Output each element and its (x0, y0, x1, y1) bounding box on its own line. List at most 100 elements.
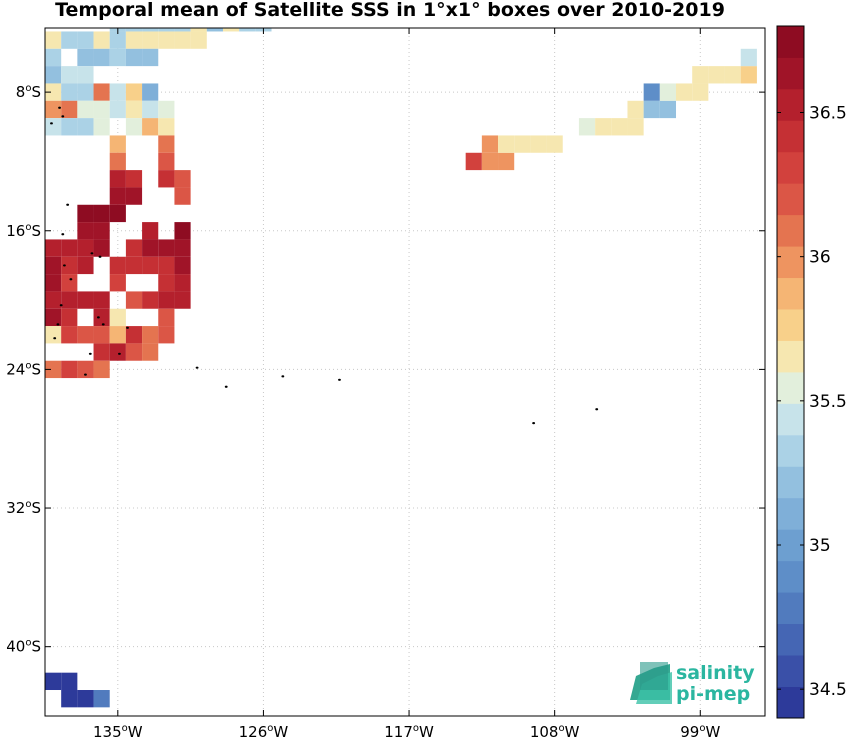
sss-cell (158, 326, 175, 344)
logo-line2: pi-mep (676, 683, 750, 705)
sss-cell (93, 360, 110, 379)
sss-cell (190, 31, 207, 49)
colorbar-swatch (777, 183, 804, 216)
sss-cell (174, 170, 191, 188)
colorbar-swatch (777, 686, 804, 719)
sss-cell (77, 326, 94, 344)
sss-cell (158, 308, 175, 327)
sss-cell (158, 31, 175, 49)
sss-cell (109, 152, 126, 171)
sss-cell (158, 256, 175, 275)
sss-cell (93, 31, 110, 49)
island-marker (61, 233, 65, 236)
sss-cell (109, 170, 126, 188)
colorbar-swatch (777, 340, 804, 373)
salinity-pimep-logo: salinity pi-mep (630, 662, 755, 705)
sss-cell (93, 48, 110, 67)
sss-cell (93, 83, 110, 101)
sss-cell (77, 204, 94, 223)
sss-cell (125, 170, 143, 188)
colorbar-swatch (777, 592, 804, 625)
sss-cell (142, 326, 159, 344)
sss-cell (740, 66, 757, 84)
sss-cell (45, 672, 62, 691)
sss-cell (222, 28, 240, 32)
sss-cell (61, 326, 78, 344)
sss-cell (142, 222, 159, 240)
sss-cell (158, 118, 175, 136)
sss-cell (158, 291, 175, 309)
sss-cell (93, 204, 110, 223)
sss-cell (158, 239, 175, 257)
sss-cell (546, 135, 563, 153)
colorbar-swatch (777, 434, 804, 467)
island-marker (338, 378, 341, 381)
sss-cell (595, 118, 612, 136)
sss-cell (77, 256, 94, 275)
sss-cell (109, 135, 126, 153)
sss-cell (61, 274, 78, 292)
sss-cell (61, 31, 78, 49)
sss-cell (481, 135, 499, 153)
sss-cell (498, 135, 515, 153)
sss-cell (142, 28, 159, 32)
colorbar-swatch (777, 57, 804, 90)
sss-cell (109, 48, 126, 67)
sss-cell (45, 66, 62, 84)
sss-cell (77, 690, 94, 708)
sss-cell (174, 31, 191, 49)
colorbar-tick-label: 36 (809, 248, 831, 268)
sss-cell (627, 100, 644, 119)
sss-cell (61, 66, 78, 84)
sss-cell (109, 187, 126, 205)
sss-cell (61, 256, 78, 275)
sss-cell (659, 100, 677, 119)
sss-cell (45, 118, 62, 136)
island-marker (53, 337, 57, 340)
sss-cell (206, 28, 223, 32)
sss-cell (77, 66, 94, 84)
colorbar-swatch (777, 529, 804, 562)
sss-cell (61, 239, 78, 257)
sss-cell (174, 222, 191, 240)
sss-cell (61, 118, 78, 136)
sss-cell (643, 100, 660, 119)
colorbar-swatch (777, 120, 804, 153)
island-marker (69, 278, 73, 281)
island-marker (195, 366, 199, 369)
sss-cell (659, 83, 677, 101)
sss-cell (45, 360, 62, 379)
sss-cell (578, 118, 596, 136)
sss-cell (708, 66, 725, 84)
sss-cell (93, 100, 110, 119)
sss-cell (530, 135, 547, 153)
island-marker (595, 408, 599, 411)
x-tick-label: 135oW (93, 723, 143, 740)
sss-cell (61, 672, 78, 691)
sss-cell (109, 100, 126, 119)
sss-cell (45, 308, 62, 327)
sss-cell (643, 83, 660, 101)
sss-cell (45, 31, 62, 49)
sss-cell (125, 239, 143, 257)
sss-cell (174, 28, 191, 32)
colorbar-swatch (777, 466, 804, 499)
sss-cell (45, 256, 62, 275)
sss-cell (158, 152, 175, 171)
figure-title: Temporal mean of Satellite SSS in 1°x1° … (55, 0, 725, 21)
sss-cell (77, 239, 94, 257)
sss-cell (142, 256, 159, 275)
colorbar-swatch (777, 372, 804, 404)
sss-cell (158, 170, 175, 188)
sss-cell (692, 83, 709, 101)
sss-cell (142, 48, 159, 67)
island-marker (532, 422, 536, 425)
sss-cell (125, 83, 143, 101)
colorbar-swatch (777, 277, 804, 310)
sss-cell (190, 28, 207, 32)
sss-cell (142, 83, 159, 101)
sss-cell (627, 118, 644, 136)
sss-cell (93, 308, 110, 327)
island-marker (59, 304, 63, 307)
